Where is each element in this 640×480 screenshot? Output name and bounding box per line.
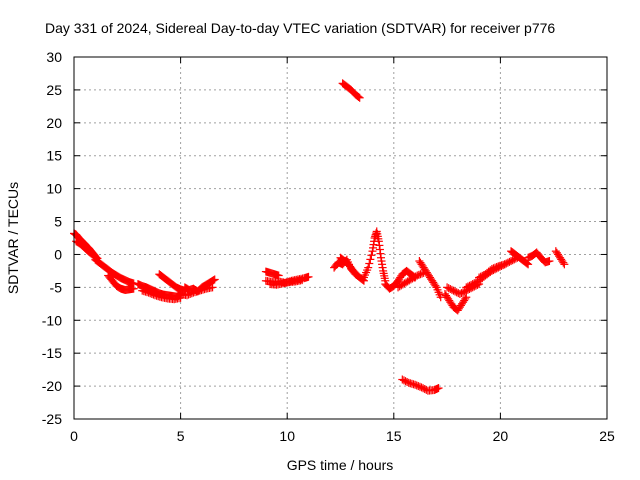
data-point — [523, 259, 532, 268]
data-point — [354, 92, 363, 101]
data-point — [365, 259, 374, 268]
data-point — [461, 294, 470, 303]
y-tick-label: -25 — [42, 411, 62, 427]
y-tick-label: 25 — [46, 82, 62, 98]
y-tick-label: 0 — [54, 246, 62, 262]
x-tick-label: 25 — [599, 428, 615, 444]
y-tick-label: -20 — [42, 378, 62, 394]
data-point — [364, 263, 373, 272]
y-tick-label: 20 — [46, 115, 62, 131]
x-tick-labels: 0 5 10 15 20 25 — [70, 428, 615, 444]
x-tick-label: 10 — [279, 428, 295, 444]
y-tick-labels: 30 25 20 15 10 5 0 -5 -10 -15 -20 -25 — [42, 49, 62, 427]
data-point — [274, 271, 283, 280]
plot-frame — [73, 56, 608, 420]
y-tick-label: 10 — [46, 181, 62, 197]
chart-title: Day 331 of 2024, Sidereal Day-to-day VTE… — [45, 20, 555, 36]
data-point — [209, 276, 218, 285]
data-point — [129, 284, 138, 293]
data-point — [560, 260, 569, 269]
data-point — [367, 251, 376, 260]
data-point — [208, 283, 217, 292]
data-point — [434, 384, 443, 393]
y-axis-title: SDTVAR / TECUs — [5, 182, 21, 294]
data-points — [70, 79, 569, 395]
x-tick-label: 5 — [177, 428, 185, 444]
data-point — [500, 260, 509, 269]
data-point — [355, 93, 364, 102]
data-point — [352, 270, 361, 279]
data-point — [545, 257, 554, 266]
grid — [74, 57, 607, 419]
data-point — [210, 275, 219, 284]
data-point — [559, 258, 568, 267]
y-tick-label: -10 — [42, 312, 62, 328]
x-tick-label: 20 — [493, 428, 509, 444]
y-tick-label: 15 — [46, 148, 62, 164]
data-point — [366, 255, 375, 264]
x-tick-label: 15 — [386, 428, 402, 444]
data-point — [353, 271, 362, 280]
data-point — [304, 272, 313, 281]
y-tick-label: 5 — [54, 214, 62, 230]
y-tick-label: -15 — [42, 345, 62, 361]
ticks — [73, 56, 608, 420]
data-point — [298, 276, 307, 285]
y-tick-label: -5 — [50, 279, 63, 295]
data-point — [431, 281, 440, 290]
x-axis-title: GPS time / hours — [287, 457, 394, 473]
x-tick-label: 0 — [70, 428, 78, 444]
y-tick-label: 30 — [46, 49, 62, 65]
